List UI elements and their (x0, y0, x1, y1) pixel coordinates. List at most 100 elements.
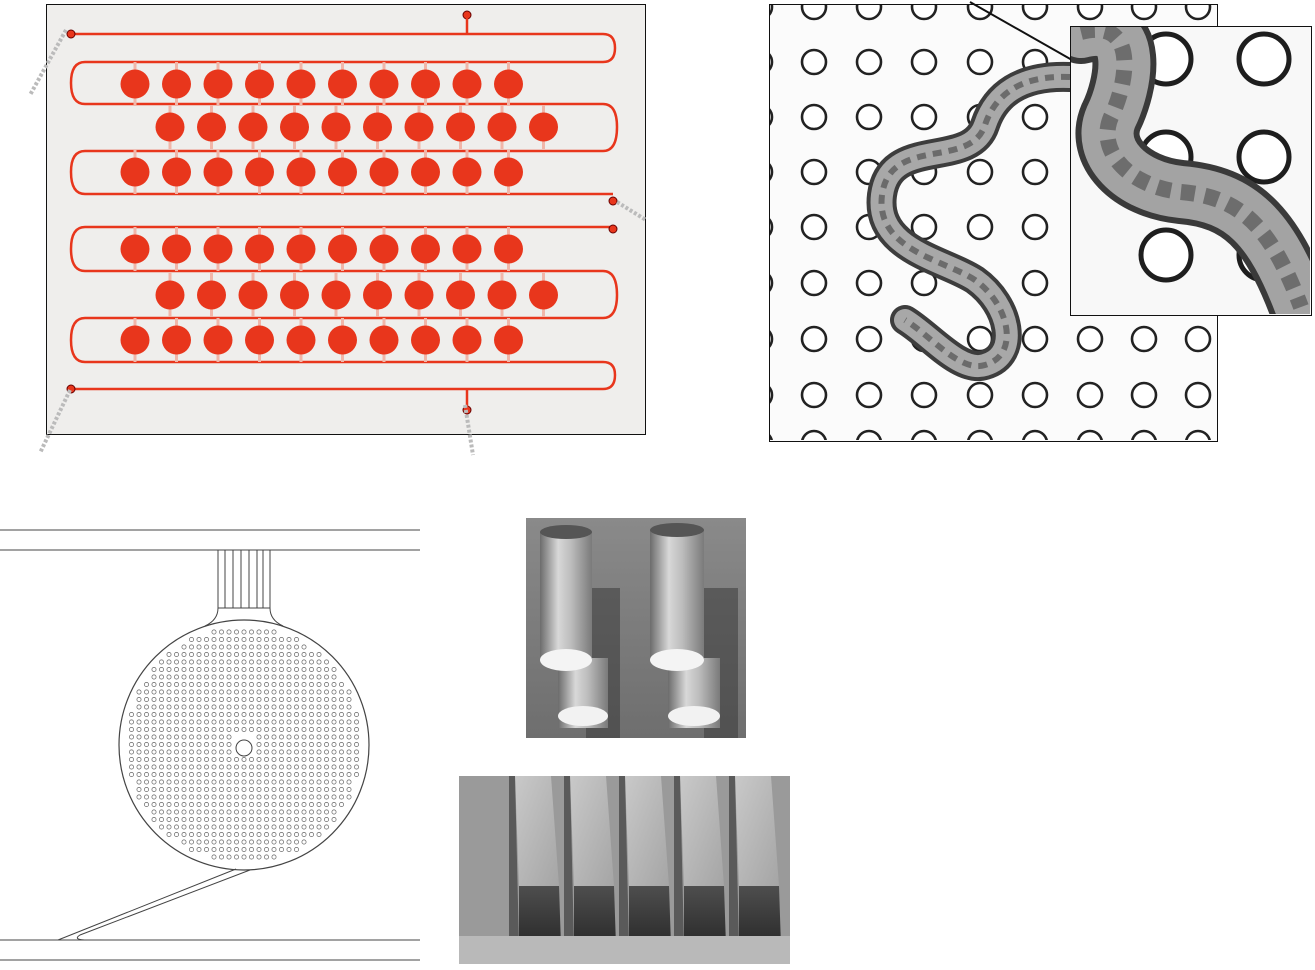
micropillar (1076, 5, 1104, 21)
chamber-pillar (159, 809, 164, 815)
chamber-pillar (204, 772, 209, 777)
chamber-pillar (181, 839, 187, 845)
chamber-pillar (159, 674, 164, 680)
chamber-pillar (234, 772, 239, 777)
chamber-pillar (286, 847, 292, 852)
chamber-pillar (219, 832, 224, 837)
chamber-pillar (331, 719, 337, 725)
chamber-pillar (279, 659, 284, 665)
chamber-pillar (204, 674, 209, 680)
chamber-pillar (189, 787, 194, 792)
chamber-pillar (219, 629, 224, 635)
chamber-pillar (339, 764, 344, 770)
channel-wall-edge (564, 776, 574, 946)
chamber-pillar (264, 824, 269, 830)
chamber-pillar (204, 734, 209, 740)
chamber-pillar (324, 659, 329, 665)
chamber-pillar (256, 757, 262, 762)
micropillar (800, 325, 828, 353)
chamber-pillar (294, 757, 299, 762)
chamber-pillar (174, 779, 179, 785)
culture-chamber (328, 234, 357, 264)
chamber-pillar (204, 742, 209, 747)
chamber-pillar (196, 847, 202, 852)
culture-chamber (120, 157, 150, 187)
micropillar (770, 330, 774, 348)
chamber-pillar (286, 637, 292, 642)
chamber-pillar (331, 779, 337, 785)
chamber-pillar (264, 802, 269, 807)
chamber-pillar (136, 772, 142, 777)
chamber-pillar (196, 674, 202, 680)
chamber-pillar (339, 697, 344, 702)
chamber-pillar (226, 682, 232, 687)
chamber-pillar (226, 824, 232, 830)
chamber-pillar (159, 749, 164, 755)
micropillar (1184, 381, 1212, 409)
chamber-pillar (166, 659, 172, 665)
chamber-pillar (346, 689, 352, 695)
chamber-pillar (309, 772, 314, 777)
chamber-pillar (346, 749, 352, 755)
chamber-pillar (324, 787, 329, 792)
chamber-pillar (331, 712, 337, 717)
micropillar (800, 5, 828, 21)
chamber-pillar (271, 674, 277, 680)
chamber-pillar (271, 854, 277, 860)
chamber-pillar (189, 659, 194, 665)
chamber-pillar (204, 779, 209, 785)
chamber-pillar (249, 839, 254, 845)
chamber-pillar (249, 824, 254, 830)
chamber-pillar (144, 772, 149, 777)
culture-chamber (280, 280, 309, 310)
chamber-pillar (294, 772, 299, 777)
chamber-pillar (346, 794, 352, 800)
chamber-pillar (211, 757, 217, 762)
chamber-pillar (159, 779, 164, 785)
chamber-pillar (151, 764, 157, 770)
chamber-pillar (204, 652, 209, 657)
chamber-pillar (301, 667, 307, 672)
culture-chamber (363, 112, 392, 142)
chamber-pillar (316, 809, 322, 815)
channel-wall-side (519, 886, 561, 946)
chamber-pillar (316, 779, 322, 785)
chamber-pillar (264, 704, 269, 710)
chamber-pillar (151, 817, 157, 822)
chamber-pillar (331, 742, 337, 747)
neck-left-wall (204, 550, 219, 627)
chamber-pillar (249, 652, 254, 657)
chamber-pillar (286, 779, 292, 785)
chamber-pillar (286, 674, 292, 680)
chamber-pillar (286, 644, 292, 650)
chamber-pillar (241, 704, 247, 710)
chamber-pillar (256, 779, 262, 785)
chamber-pillar (189, 667, 194, 672)
chamber-pillar (234, 794, 239, 800)
chamber-pillar (136, 757, 142, 762)
chamber-pillar (151, 734, 157, 740)
chamber-pillar (309, 809, 314, 815)
chamber-pillar (264, 839, 269, 845)
chamber-pillar (204, 712, 209, 717)
chamber-pillar (241, 682, 247, 687)
chamber-pillar (279, 652, 284, 657)
chamber-pillar (271, 629, 277, 635)
chamber-pillar (211, 652, 217, 657)
chamber-pillar (241, 667, 247, 672)
chamber-pillar (166, 742, 172, 747)
chamber-pillar (354, 757, 359, 762)
chamber-pillar (189, 727, 194, 732)
chamber-pillar (211, 817, 217, 822)
chamber-pillar (286, 727, 292, 732)
chamber-pillar (174, 817, 179, 822)
chamber-pillar (286, 652, 292, 657)
chamber-pillar (219, 644, 224, 650)
chamber-pillar (286, 734, 292, 740)
chamber-pillar (286, 817, 292, 822)
culture-chamber (162, 69, 191, 99)
culture-chamber (529, 112, 558, 142)
chamber-pillar (226, 787, 232, 792)
chamber-pillar (324, 749, 329, 755)
chamber-pillar (279, 712, 284, 717)
